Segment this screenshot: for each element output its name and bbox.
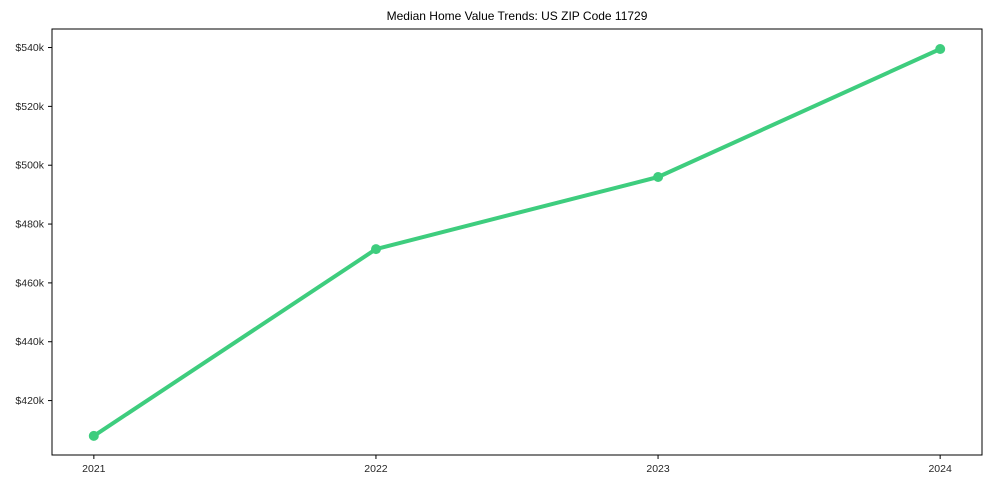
data-point-marker <box>371 244 381 255</box>
y-tick-label: $440k <box>15 336 44 348</box>
y-tick-label: $540k <box>15 42 44 54</box>
y-tick-label: $420k <box>15 395 44 407</box>
x-tick-label: 2021 <box>82 463 106 475</box>
y-tick-label: $500k <box>15 160 44 172</box>
y-tick-label: $480k <box>15 219 44 231</box>
x-tick-label: 2022 <box>364 463 388 475</box>
plot-layer: $420k $440k $460k $480k $500k $520k $540k 2021 2… <box>15 28 983 475</box>
data-point-marker <box>88 430 99 441</box>
y-tick-label: $520k <box>15 101 44 113</box>
data-point-marker <box>653 172 664 182</box>
plot-area-border <box>51 28 983 456</box>
y-tick-label: $460k <box>15 277 44 289</box>
x-tick-label: 2024 <box>928 463 952 475</box>
data-point-marker <box>935 44 946 54</box>
x-tick-label: 2023 <box>646 463 670 475</box>
trend-line <box>91 47 943 438</box>
chart-title: Median Home Value Trends: US ZIP Code 11… <box>387 9 648 23</box>
